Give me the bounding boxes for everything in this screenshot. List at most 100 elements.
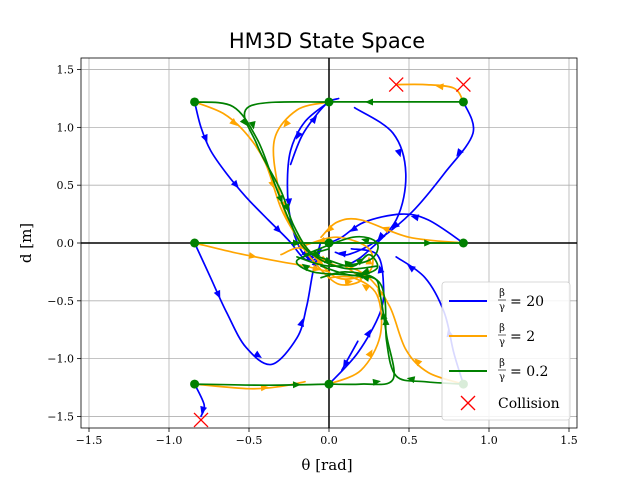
direction-arrow [456,148,464,157]
legend-label-beta-0-2: = 0.2 [510,364,548,380]
trajectory-line [193,383,206,418]
direction-arrow [355,258,365,266]
legend: β γ = 20 β γ = 2 β γ = 0.2 Collision [441,281,571,421]
direction-arrow [301,263,311,272]
x-tick-label: −0.5 [236,434,263,447]
direction-arrow [283,119,292,128]
direction-arrow [200,405,208,415]
direction-arrow [260,384,269,392]
direction-arrow [253,350,262,358]
start-point [324,379,334,389]
x-axis-ticks: −1.5 −1.0 −0.5 0.0 0.5 1.0 1.5 [76,428,578,447]
y-axis-ticks: −1.5 −1.0 −0.5 0.0 0.5 1.0 1.5 [47,64,81,423]
direction-arrow [309,115,318,125]
direction-arrow [326,224,335,233]
start-points [190,97,468,389]
direction-arrow [349,224,359,232]
direction-arrow [424,239,433,247]
direction-arrow [201,133,208,143]
direction-arrow [406,376,416,384]
direction-arrow [410,214,420,222]
legend-label-beta-20: = 20 [510,294,544,310]
start-point [324,238,334,248]
legend-label-collision: Collision [498,396,560,412]
direction-arrow [282,203,290,213]
collision-marker [193,412,209,428]
legend-frac-bottom: γ [499,302,505,313]
legend-frac-bottom: γ [499,337,505,348]
direction-arrow [361,237,370,245]
x-tick-label: 1.5 [560,434,578,447]
legend-box [441,281,571,421]
start-point [458,238,468,248]
trajectory-line [296,235,379,268]
collision-marker [388,77,404,93]
direction-arrow [372,378,381,386]
direction-arrow [377,231,386,241]
x-tick-label: −1.5 [76,434,103,447]
x-axis-label: θ [rad] [301,456,352,474]
x-tick-label: 0.0 [320,434,338,447]
direction-arrow [414,358,423,367]
direction-arrow [391,220,400,229]
y-tick-label: −1.5 [47,410,74,423]
y-tick-label: −0.5 [47,295,74,308]
start-point [190,379,200,389]
y-axis-label: d [m] [17,223,35,263]
direction-arrow [394,148,402,158]
direction-arrow [364,329,371,338]
legend-collision-icon [460,395,476,411]
direction-arrow [296,130,303,140]
direction-arrow [381,226,390,234]
direction-arrow [323,256,333,264]
direction-arrow [365,98,373,106]
direction-arrow [344,278,353,286]
trajectory-line [193,242,321,366]
direction-arrow [297,318,304,328]
direction-arrow [361,284,371,292]
trajectory-line [320,217,465,244]
x-tick-label: 1.0 [480,434,498,447]
legend-frac-bottom: γ [499,372,505,383]
x-tick-label: 0.5 [400,434,418,447]
direction-arrow [248,252,257,259]
direction-arrow [382,317,390,326]
direction-arrow [230,179,239,189]
trajectory-line [328,275,383,385]
direction-arrow [248,121,256,130]
legend-frac-top: β [499,323,505,334]
x-tick-label: −1.0 [156,434,183,447]
chart-title: HM3D State Space [229,29,425,53]
direction-arrow [361,275,370,282]
trajectory-line [334,101,475,256]
start-point [190,238,200,248]
y-tick-label: 0.5 [57,179,75,192]
trajectory-line [344,106,407,267]
direction-arrow [435,83,444,91]
direction-arrow [213,289,221,299]
direction-arrow [343,359,350,368]
direction-arrow [317,236,326,244]
start-point [190,97,200,107]
trajectory-line [193,383,330,387]
direction-arrow [407,264,416,273]
start-point [458,97,468,107]
collision-markers [193,77,471,428]
collision-marker [455,77,471,93]
y-tick-label: 1.5 [57,64,75,77]
legend-frac-top: β [499,288,505,299]
direction-arrow [365,349,373,359]
direction-arrow [273,224,282,234]
direction-arrow [337,250,347,258]
trajectory-line [295,247,465,385]
y-tick-label: 1.0 [57,121,75,134]
start-point [324,97,334,107]
direction-arrow [293,239,301,247]
direction-arrow [377,265,385,274]
y-tick-label: 0.0 [57,237,75,250]
direction-arrow [344,260,353,268]
legend-frac-top: β [499,358,505,369]
direction-arrow [276,194,283,204]
direction-arrow [312,264,321,272]
